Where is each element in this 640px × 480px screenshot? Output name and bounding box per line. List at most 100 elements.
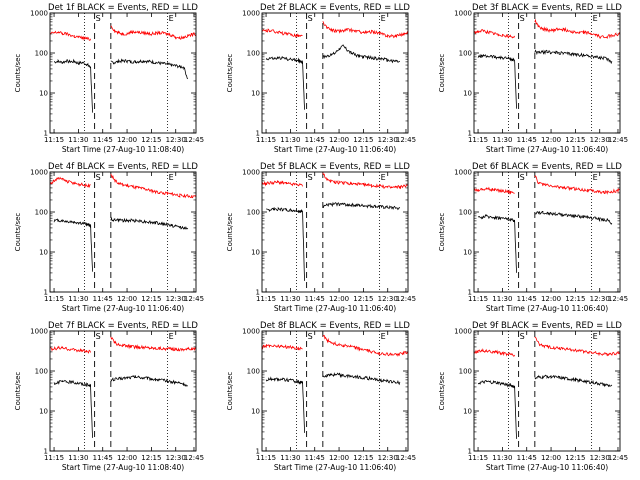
x-tick-label: 12:00 bbox=[541, 136, 561, 144]
event-marker-label: S bbox=[96, 332, 101, 341]
x-tick-label: 11:30 bbox=[68, 136, 88, 144]
panels: Det 1f BLACK = Events, RED = LLD Counts/s… bbox=[14, 3, 628, 472]
x-tick-label: 11:30 bbox=[68, 454, 88, 462]
y-tick-label: 10 bbox=[463, 249, 472, 257]
x-tick-label: 11:45 bbox=[93, 454, 113, 462]
event-marker-label: S bbox=[520, 173, 525, 182]
detector-panel: Det 2f BLACK = Events, RED = LLD Counts/s… bbox=[226, 3, 416, 154]
y-tick-label: 100 bbox=[459, 209, 472, 217]
x-tick-label: 12:00 bbox=[541, 295, 561, 303]
event-marker-label: S bbox=[308, 173, 313, 182]
x-tick-label: 11:15 bbox=[256, 136, 276, 144]
y-tick-label: 1 bbox=[44, 130, 48, 138]
lld-series-line bbox=[473, 175, 621, 195]
y-axis-label: Counts/sec bbox=[226, 213, 234, 252]
plot-frame bbox=[261, 330, 409, 452]
y-tick-label: 1 bbox=[468, 130, 472, 138]
y-tick-label: 1000 bbox=[454, 328, 472, 336]
x-tick-label: 11:45 bbox=[93, 136, 113, 144]
y-axis-label: Counts/sec bbox=[438, 54, 446, 93]
detector-panel: Det 6f BLACK = Events, RED = LLD Counts/s… bbox=[438, 162, 628, 313]
event-marker-label: E bbox=[593, 173, 598, 182]
panel-title: Det 1f BLACK = Events, RED = LLD bbox=[48, 3, 198, 13]
event-marker-label: E bbox=[169, 173, 174, 182]
x-tick-label: 12:15 bbox=[141, 136, 161, 144]
x-tick-label: 11:15 bbox=[468, 454, 488, 462]
plot-frame bbox=[261, 12, 409, 134]
panel-title: Det 8f BLACK = Events, RED = LLD bbox=[260, 321, 410, 331]
y-tick-label: 1000 bbox=[242, 10, 260, 18]
y-axis-label: Counts/sec bbox=[226, 54, 234, 93]
x-tick-label: 11:30 bbox=[492, 136, 512, 144]
detector-panel: Det 7f BLACK = Events, RED = LLD Counts/s… bbox=[14, 321, 204, 472]
y-tick-label: 1000 bbox=[30, 169, 48, 177]
y-tick-label: 100 bbox=[35, 209, 48, 217]
x-tick-label: 11:30 bbox=[280, 295, 300, 303]
x-tick-label: 12:00 bbox=[541, 454, 561, 462]
plot-frame bbox=[49, 330, 197, 452]
y-tick-label: 10 bbox=[251, 249, 260, 257]
x-tick-label: 12:15 bbox=[353, 136, 373, 144]
lld-series-line bbox=[261, 334, 409, 357]
events-series-line bbox=[266, 201, 401, 281]
x-tick-label: 12:30 bbox=[166, 295, 186, 303]
x-axis-label: Start Time (27-Aug-10 11:06:40) bbox=[486, 463, 608, 472]
x-tick-label: 11:15 bbox=[468, 295, 488, 303]
x-tick-label: 12:30 bbox=[166, 136, 186, 144]
event-marker-label: E bbox=[381, 14, 386, 23]
event-marker-label: E bbox=[381, 173, 386, 182]
lld-series-line bbox=[261, 21, 409, 39]
y-tick-label: 100 bbox=[247, 209, 260, 217]
panel-title: Det 7f BLACK = Events, RED = LLD bbox=[48, 321, 198, 331]
x-tick-label: 12:15 bbox=[141, 454, 161, 462]
x-axis-label: Start Time (27-Aug-10 11:06:40) bbox=[486, 304, 608, 313]
y-tick-label: 1000 bbox=[30, 10, 48, 18]
lld-series-line bbox=[49, 336, 197, 354]
event-marker-label: S bbox=[96, 173, 101, 182]
panel-title: Det 3f BLACK = Events, RED = LLD bbox=[472, 3, 622, 13]
lld-series-line bbox=[473, 336, 621, 357]
x-tick-label: 12:30 bbox=[590, 454, 610, 462]
x-tick-label: 11:45 bbox=[517, 454, 537, 462]
x-axis-label: Start Time (27-Aug-10 11:06:40) bbox=[274, 304, 396, 313]
event-marker-label: E bbox=[381, 332, 386, 341]
x-tick-label: 11:45 bbox=[305, 136, 325, 144]
y-tick-label: 10 bbox=[39, 249, 48, 257]
event-marker-label: S bbox=[520, 332, 525, 341]
x-tick-label: 12:00 bbox=[329, 136, 349, 144]
x-tick-label: 12:45 bbox=[184, 295, 204, 303]
plot-frame bbox=[49, 12, 197, 134]
x-tick-label: 12:30 bbox=[166, 454, 186, 462]
x-tick-label: 11:15 bbox=[44, 136, 64, 144]
x-axis-label: Start Time (27-Aug-10 11:06:40) bbox=[486, 145, 608, 154]
event-marker-label: E bbox=[593, 332, 598, 341]
x-tick-label: 11:45 bbox=[305, 454, 325, 462]
x-tick-label: 11:45 bbox=[93, 295, 113, 303]
x-axis-label: Start Time (27-Aug-10 11:08:40) bbox=[62, 145, 184, 154]
x-tick-label: 12:15 bbox=[141, 295, 161, 303]
y-axis-label: Counts/sec bbox=[14, 372, 22, 411]
event-marker-label: E bbox=[169, 332, 174, 341]
x-tick-label: 12:30 bbox=[590, 295, 610, 303]
x-tick-label: 12:45 bbox=[608, 454, 628, 462]
lld-series-line bbox=[49, 173, 197, 199]
x-tick-label: 11:15 bbox=[44, 454, 64, 462]
panel-title: Det 4f BLACK = Events, RED = LLD bbox=[48, 162, 198, 172]
x-tick-label: 11:30 bbox=[492, 295, 512, 303]
y-tick-label: 1000 bbox=[454, 169, 472, 177]
y-axis-label: Counts/sec bbox=[438, 213, 446, 252]
y-axis-label: Counts/sec bbox=[226, 372, 234, 411]
x-tick-label: 12:45 bbox=[608, 136, 628, 144]
x-tick-label: 12:30 bbox=[590, 136, 610, 144]
x-tick-label: 12:45 bbox=[608, 295, 628, 303]
y-tick-label: 1000 bbox=[454, 10, 472, 18]
x-tick-label: 11:45 bbox=[517, 136, 537, 144]
lld-series-line bbox=[49, 25, 197, 41]
panel-title: Det 2f BLACK = Events, RED = LLD bbox=[260, 3, 410, 13]
plot-frame bbox=[473, 330, 621, 452]
x-tick-label: 12:00 bbox=[117, 136, 137, 144]
panel-title: Det 6f BLACK = Events, RED = LLD bbox=[472, 162, 622, 172]
detector-panel: Det 8f BLACK = Events, RED = LLD Counts/s… bbox=[226, 321, 416, 472]
event-marker-label: S bbox=[308, 332, 313, 341]
